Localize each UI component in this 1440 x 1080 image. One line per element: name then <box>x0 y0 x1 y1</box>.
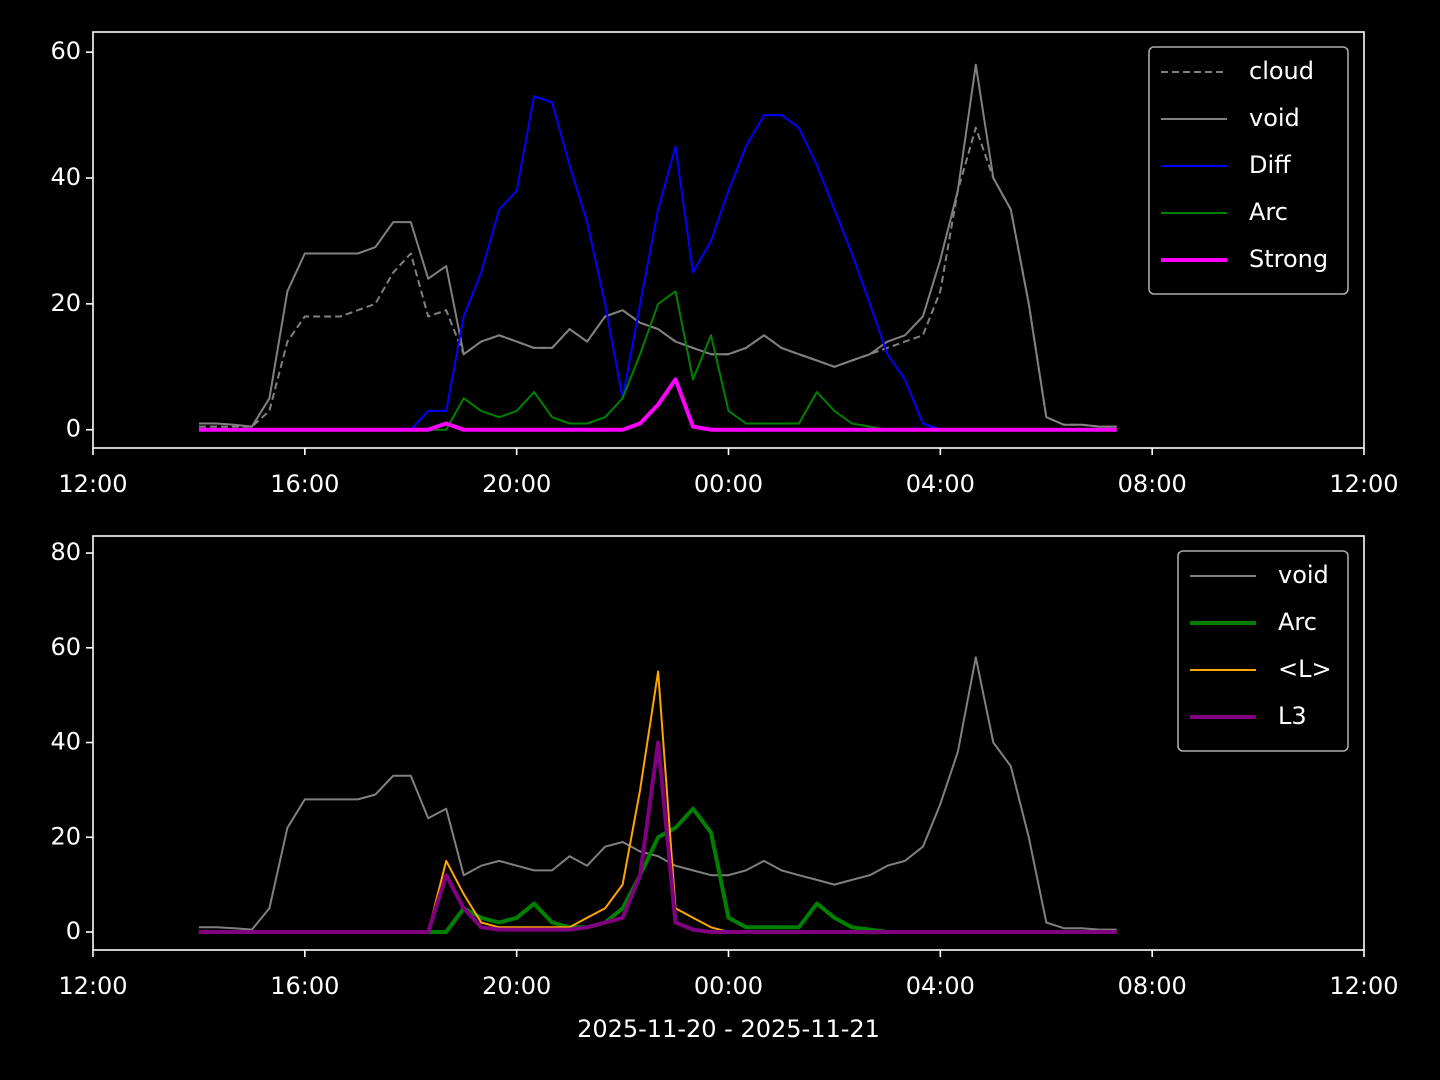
plot-area <box>198 656 1117 934</box>
x-tick-label: 00:00 <box>694 972 763 1000</box>
legend: cloud void Diff Arc Strong <box>1148 46 1349 295</box>
x-tick-label: 20:00 <box>482 972 551 1000</box>
legend: void Arc <L> L3 <box>1177 550 1349 752</box>
data-line <box>198 806 1117 934</box>
plot-area <box>198 63 1117 432</box>
data-line <box>198 63 1117 428</box>
data-line <box>198 377 1117 432</box>
y-tick-label: 40 <box>50 728 81 756</box>
y-tick-label: 0 <box>66 917 81 945</box>
data-line <box>198 670 1117 933</box>
legend-label: void <box>1278 561 1329 589</box>
x-tick-label: 04:00 <box>906 972 975 1000</box>
y-tick-label: 80 <box>50 538 81 566</box>
x-tick-label: 12:00 <box>1329 470 1398 498</box>
x-tick-label: 08:00 <box>1118 470 1187 498</box>
x-tick-label: 00:00 <box>694 470 763 498</box>
x-tick-label: 04:00 <box>906 470 975 498</box>
data-line <box>198 656 1117 931</box>
y-tick-label: 60 <box>50 37 81 65</box>
y-tick-label: 20 <box>50 822 81 850</box>
legend-box <box>1148 46 1349 295</box>
legend-label: <L> <box>1278 655 1332 683</box>
legend-label: L3 <box>1278 702 1307 730</box>
x-axis-label: 2025-11-20 - 2025-11-21 <box>577 1015 880 1043</box>
y-tick-label: 60 <box>50 633 81 661</box>
legend-label: Diff <box>1249 151 1291 179</box>
legend-label: void <box>1249 104 1300 132</box>
legend-label: Arc <box>1249 198 1288 226</box>
y-tick-label: 0 <box>66 415 81 443</box>
x-tick-label: 20:00 <box>482 470 551 498</box>
legend-label: cloud <box>1249 57 1314 85</box>
x-tick-label: 16:00 <box>270 470 339 498</box>
legend-label: Arc <box>1278 608 1317 636</box>
legend-label: Strong <box>1249 245 1328 273</box>
data-line <box>410 95 941 431</box>
x-tick-label: 12:00 <box>1329 972 1398 1000</box>
x-tick-label: 12:00 <box>58 470 127 498</box>
axes-frame <box>92 535 1365 951</box>
data-line <box>198 740 1117 934</box>
x-tick-label: 08:00 <box>1118 972 1187 1000</box>
data-line <box>198 126 1117 428</box>
y-tick-label: 40 <box>50 163 81 191</box>
x-tick-label: 12:00 <box>58 972 127 1000</box>
data-line <box>198 290 1117 431</box>
x-tick-label: 16:00 <box>270 972 339 1000</box>
legend-box <box>1177 550 1349 752</box>
y-tick-label: 20 <box>50 289 81 317</box>
